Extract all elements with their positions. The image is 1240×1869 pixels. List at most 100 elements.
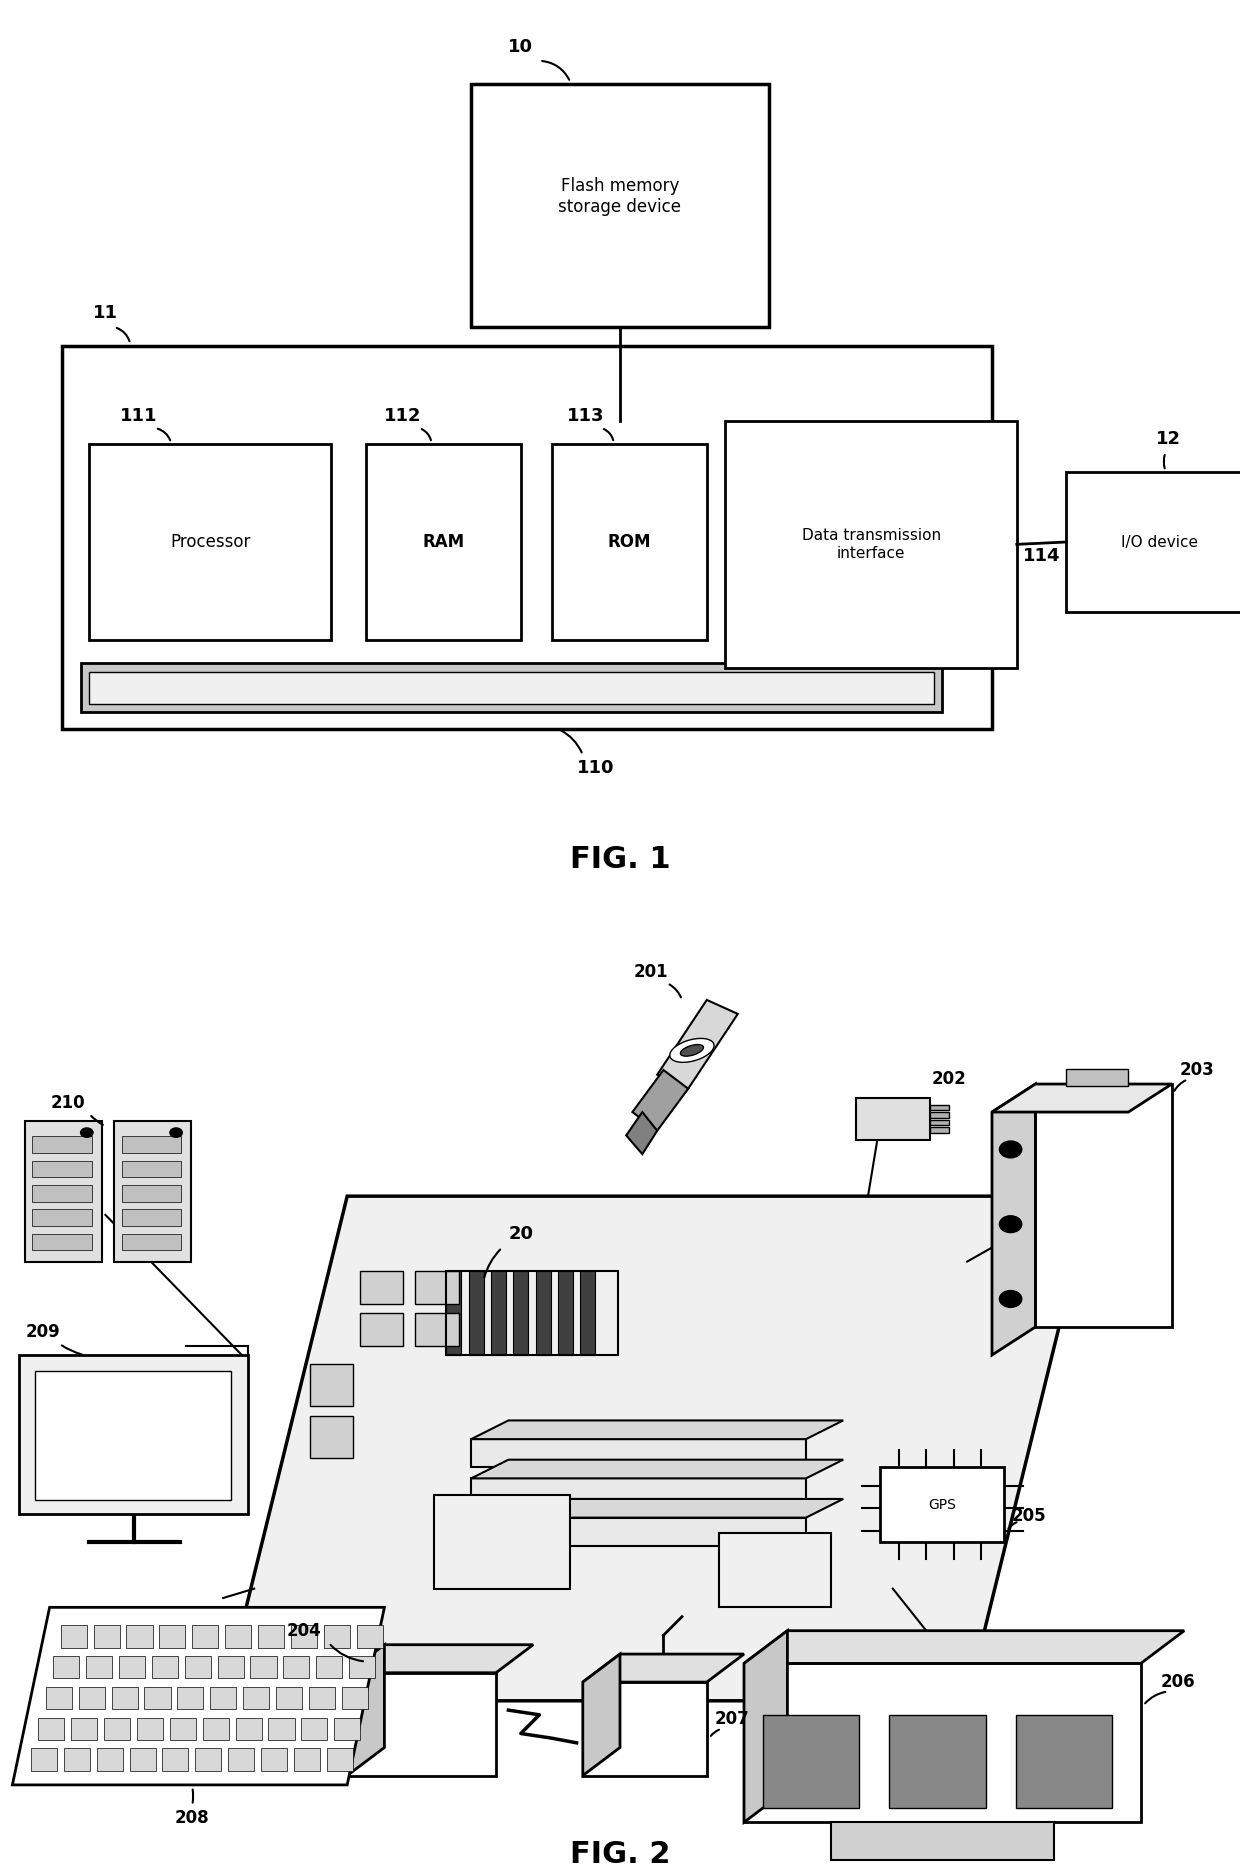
Bar: [243, 1686, 269, 1708]
Polygon shape: [626, 1112, 657, 1153]
Polygon shape: [223, 1196, 1091, 1701]
Bar: [268, 1718, 295, 1740]
Bar: [294, 1749, 320, 1772]
Ellipse shape: [681, 1045, 703, 1056]
Circle shape: [999, 1290, 1022, 1308]
Polygon shape: [744, 1630, 787, 1822]
Bar: [930, 1105, 949, 1110]
Bar: [469, 1271, 484, 1355]
Polygon shape: [471, 1439, 806, 1467]
Bar: [284, 1656, 310, 1678]
Bar: [277, 1686, 303, 1708]
Bar: [32, 1185, 92, 1202]
Bar: [126, 1624, 153, 1648]
Polygon shape: [310, 1417, 353, 1458]
Bar: [61, 1624, 87, 1648]
Bar: [104, 1718, 130, 1740]
Bar: [46, 1686, 72, 1708]
Polygon shape: [12, 1607, 384, 1785]
Bar: [87, 1656, 112, 1678]
Circle shape: [999, 1215, 1022, 1234]
Bar: [491, 1271, 506, 1355]
Polygon shape: [471, 1478, 806, 1506]
Text: RAM: RAM: [423, 533, 464, 551]
Bar: [196, 1749, 221, 1772]
Polygon shape: [471, 1518, 806, 1546]
Bar: [170, 1718, 196, 1740]
Polygon shape: [632, 1069, 688, 1131]
Bar: [129, 1749, 155, 1772]
Text: 203: 203: [1179, 1062, 1214, 1078]
Ellipse shape: [670, 1039, 714, 1062]
Text: FIG. 1: FIG. 1: [569, 845, 671, 875]
FancyArrowPatch shape: [1145, 1691, 1166, 1703]
FancyArrowPatch shape: [62, 1346, 82, 1355]
Polygon shape: [744, 1630, 1184, 1663]
Text: 11: 11: [93, 305, 118, 321]
Text: 110: 110: [577, 759, 614, 778]
Text: 209: 209: [26, 1323, 61, 1340]
Text: Data transmission
interface: Data transmission interface: [801, 529, 941, 561]
Bar: [112, 1686, 138, 1708]
Text: Processor: Processor: [170, 533, 250, 551]
FancyArrowPatch shape: [604, 430, 614, 441]
Polygon shape: [583, 1654, 620, 1776]
Bar: [350, 1656, 376, 1678]
Bar: [89, 673, 934, 705]
Text: 111: 111: [120, 407, 157, 424]
Polygon shape: [310, 1364, 353, 1405]
Bar: [446, 1271, 461, 1355]
Text: 20: 20: [508, 1224, 533, 1243]
Polygon shape: [856, 1097, 930, 1140]
Bar: [258, 1624, 284, 1648]
Bar: [32, 1161, 92, 1177]
Bar: [94, 1624, 119, 1648]
Polygon shape: [992, 1084, 1035, 1355]
Polygon shape: [347, 1645, 533, 1673]
FancyArrowPatch shape: [117, 327, 129, 342]
Bar: [31, 1749, 57, 1772]
Bar: [122, 1136, 181, 1153]
Polygon shape: [471, 1420, 843, 1439]
Bar: [177, 1686, 203, 1708]
Bar: [218, 1656, 243, 1678]
Bar: [889, 1716, 986, 1809]
Text: 202: 202: [931, 1071, 966, 1088]
Bar: [38, 1718, 64, 1740]
Text: GPS: GPS: [929, 1497, 956, 1512]
Text: 201: 201: [634, 963, 668, 981]
FancyArrowPatch shape: [670, 985, 681, 998]
Bar: [580, 1271, 595, 1355]
Polygon shape: [360, 1271, 403, 1305]
Polygon shape: [347, 1673, 496, 1776]
Polygon shape: [831, 1822, 1054, 1860]
Bar: [89, 443, 331, 639]
Bar: [930, 1120, 949, 1125]
Bar: [335, 1718, 361, 1740]
Circle shape: [81, 1127, 93, 1136]
FancyArrowPatch shape: [1008, 1521, 1017, 1529]
Polygon shape: [360, 1312, 403, 1346]
Polygon shape: [992, 1084, 1172, 1112]
Polygon shape: [657, 1000, 738, 1088]
Bar: [122, 1209, 181, 1226]
Bar: [301, 1718, 327, 1740]
Polygon shape: [415, 1271, 459, 1305]
Bar: [366, 443, 521, 639]
Bar: [446, 1271, 618, 1355]
Text: 206: 206: [1161, 1673, 1195, 1691]
Polygon shape: [471, 1499, 843, 1518]
Bar: [260, 1749, 288, 1772]
Bar: [144, 1686, 171, 1708]
Bar: [162, 1749, 188, 1772]
Bar: [290, 1624, 317, 1648]
Text: 113: 113: [567, 407, 604, 424]
Bar: [324, 1624, 350, 1648]
Text: 208: 208: [175, 1809, 210, 1826]
Polygon shape: [471, 1460, 843, 1478]
Text: 207: 207: [714, 1710, 749, 1729]
Polygon shape: [347, 1645, 384, 1776]
Bar: [357, 1624, 382, 1648]
Bar: [327, 1749, 353, 1772]
Bar: [71, 1718, 97, 1740]
